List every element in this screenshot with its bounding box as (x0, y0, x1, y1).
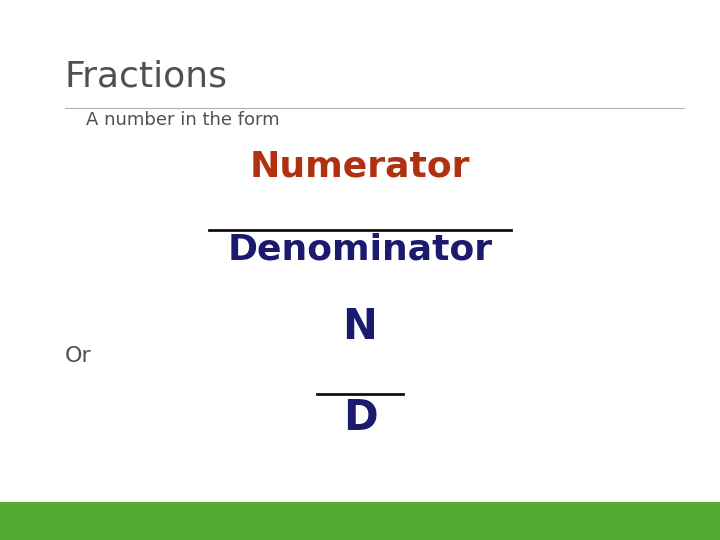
Bar (0, 502, 720, 540)
Text: Numerator: Numerator (250, 150, 470, 184)
Text: D: D (343, 397, 377, 439)
Text: N: N (343, 306, 377, 348)
Text: Fractions: Fractions (65, 59, 228, 93)
Text: Denominator: Denominator (228, 232, 492, 266)
Text: Or: Or (65, 346, 91, 366)
Text: A number in the form: A number in the form (86, 111, 280, 129)
